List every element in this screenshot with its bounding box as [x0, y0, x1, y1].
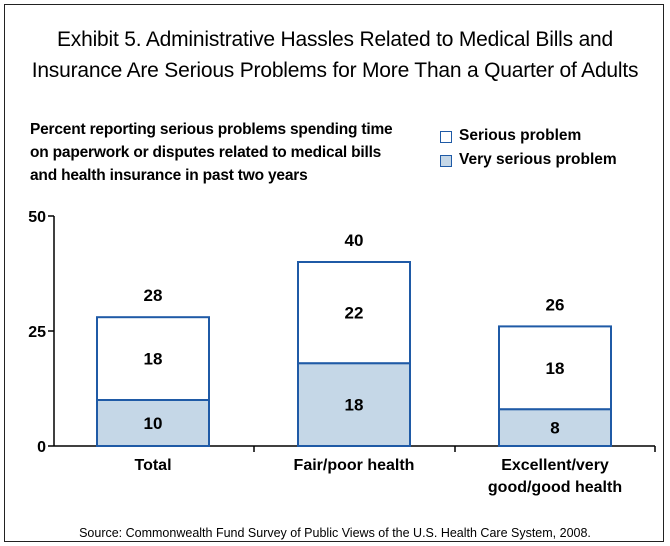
- title-line-2: Insurance Are Serious Problems for More …: [31, 59, 639, 82]
- x-category-label: Fair/poor health: [294, 457, 415, 474]
- chart-subtitle: Percent reporting serious problems spend…: [30, 118, 440, 187]
- data-label-very-serious: 8: [550, 419, 559, 438]
- legend-label-serious: Serious problem: [459, 127, 582, 144]
- legend-swatch-very-serious: [440, 154, 452, 167]
- data-label-very-serious: 10: [144, 414, 163, 433]
- subtitle-line-1: Percent reporting serious problems spend…: [30, 121, 393, 138]
- legend-item-very-serious: Very serious problem: [440, 148, 617, 172]
- y-tick-label: 0: [37, 439, 46, 456]
- data-label-total: 28: [144, 286, 163, 305]
- data-label-very-serious: 18: [345, 396, 364, 415]
- data-label-serious: 18: [546, 359, 565, 378]
- legend-label-very-serious: Very serious problem: [459, 151, 617, 168]
- x-category-label: good/good health: [488, 479, 622, 496]
- title-line-1: Exhibit 5. Administrative Hassles Relate…: [56, 28, 614, 51]
- data-label-serious: 18: [144, 350, 163, 369]
- legend-swatch-serious: [440, 130, 452, 143]
- bar-serious: [498, 325, 612, 411]
- data-label-total: 40: [345, 231, 364, 250]
- x-category-label: Total: [134, 457, 171, 474]
- data-label-serious: 22: [345, 304, 364, 323]
- x-category-label: Excellent/very: [501, 457, 609, 474]
- y-tick-label: 50: [28, 209, 46, 226]
- bar-serious: [297, 261, 411, 365]
- y-tick-label: 25: [28, 324, 46, 341]
- data-label-total: 26: [546, 295, 565, 314]
- subtitle-line-3: and health insurance in past two years: [30, 167, 308, 184]
- chart-frame: [4, 4, 664, 542]
- bar-very-serious: [96, 399, 210, 447]
- legend: Serious problem Very serious problem: [440, 124, 617, 172]
- subtitle-line-2: on paperwork or disputes related to medi…: [30, 144, 382, 161]
- bar-very-serious: [498, 408, 612, 448]
- chart-title: Exhibit 5. Administrative Hassles Relate…: [0, 24, 670, 86]
- bar-very-serious: [297, 362, 411, 448]
- bar-serious: [96, 316, 210, 402]
- source-note: Source: Commonwealth Fund Survey of Publ…: [79, 526, 591, 540]
- legend-item-serious: Serious problem: [440, 124, 617, 148]
